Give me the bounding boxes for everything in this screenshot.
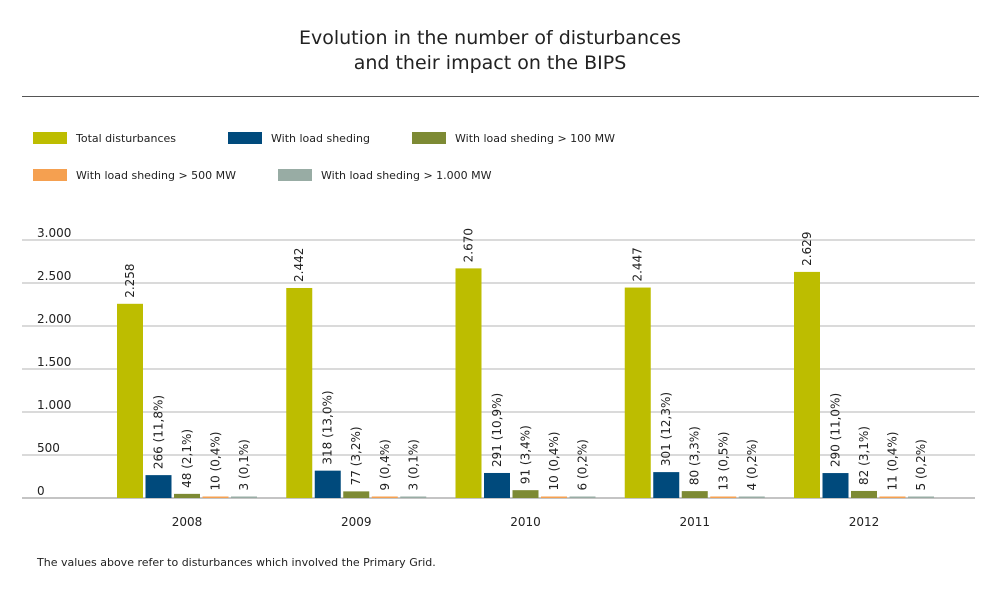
- bar: [286, 287, 313, 498]
- data-label: 10 (0,4%): [547, 432, 561, 491]
- legend-swatch-100mw: [412, 132, 446, 144]
- legend-swatch-1000mw: [278, 169, 312, 181]
- bar: [343, 491, 370, 498]
- bar: [371, 496, 398, 498]
- data-label: 77 (3,2%): [349, 426, 363, 485]
- bar: [541, 496, 567, 498]
- legend-item-1000mw: With load sheding > 1.000 MW: [278, 168, 492, 182]
- chart-title: Evolution in the number of disturbances …: [0, 26, 980, 76]
- y-tick-label: 3.000: [37, 226, 71, 240]
- bar: [400, 496, 427, 498]
- x-tick-label: 2010: [510, 515, 541, 529]
- data-label: 13 (0,5%): [716, 432, 730, 491]
- y-tick-label: 1.000: [37, 398, 71, 412]
- data-label: 2.670: [462, 228, 476, 262]
- bar: [738, 496, 765, 498]
- bar: [624, 287, 651, 498]
- x-tick-label: 2012: [849, 515, 880, 529]
- data-label: 318 (13,0%): [321, 390, 335, 464]
- data-label: 2.442: [292, 248, 306, 282]
- data-label: 291 (10,9%): [490, 393, 504, 467]
- footnote: The values above refer to disturbances w…: [37, 556, 436, 569]
- data-label: 48 (2,1%): [180, 429, 194, 488]
- bar: [710, 496, 737, 498]
- bar: [512, 490, 539, 498]
- data-label: 6 (0,2%): [576, 439, 590, 490]
- data-label: 11 (0,4%): [886, 432, 900, 491]
- chart-title-line-2: and their impact on the BIPS: [353, 52, 627, 74]
- y-tick-label: 2.000: [37, 312, 71, 326]
- data-label: 10 (0,4%): [209, 432, 223, 491]
- data-label: 9 (0,4%): [378, 439, 392, 490]
- legend-swatch-load-sheding: [228, 132, 262, 144]
- y-tick-label: 0: [37, 484, 45, 498]
- data-label: 2.447: [631, 247, 645, 281]
- bar: [174, 493, 200, 498]
- data-label: 4 (0,2%): [745, 439, 759, 490]
- data-label: 2.629: [800, 232, 814, 266]
- data-label: 82 (3,1%): [857, 426, 871, 485]
- bar: [484, 472, 510, 498]
- legend-label-100mw: With load sheding > 100 MW: [455, 131, 616, 145]
- data-label: 2.258: [123, 263, 137, 297]
- x-tick-label: 2011: [679, 515, 710, 529]
- data-label: 3 (0,1%): [237, 439, 251, 490]
- bar: [202, 496, 229, 498]
- bar: [117, 303, 143, 498]
- data-label: 301 (12,3%): [659, 392, 673, 466]
- bar: [851, 490, 877, 498]
- legend-item-load-sheding: With load sheding: [228, 131, 370, 145]
- bar: [569, 496, 596, 498]
- x-tick-label: 2009: [341, 515, 372, 529]
- bar: [231, 496, 257, 498]
- legend-label-load-sheding: With load sheding: [271, 131, 370, 145]
- title-divider: [22, 96, 979, 97]
- legend-swatch-total: [33, 132, 67, 144]
- y-tick-label: 2.500: [37, 269, 71, 283]
- bar: [879, 496, 906, 498]
- x-tick-label: 2008: [172, 515, 203, 529]
- data-label: 5 (0,2%): [914, 439, 928, 490]
- bar: [794, 271, 820, 498]
- legend-label-500mw: With load sheding > 500 MW: [76, 168, 237, 182]
- bar: [455, 268, 482, 498]
- data-label: 266 (11,8%): [152, 395, 166, 469]
- chart-title-line-1: Evolution in the number of disturbances: [298, 27, 682, 49]
- bar: [653, 472, 680, 498]
- data-label: 290 (11,0%): [829, 393, 843, 467]
- bar: [314, 470, 341, 498]
- y-tick-label: 1.500: [37, 355, 71, 369]
- legend-swatch-500mw: [33, 169, 67, 181]
- legend-item-total: Total disturbances: [33, 131, 176, 145]
- data-label: 3 (0,1%): [406, 439, 420, 490]
- bar: [908, 496, 934, 498]
- bar: [822, 473, 849, 498]
- data-label: 80 (3,3%): [688, 426, 702, 485]
- data-label: 91 (3,4%): [519, 425, 533, 484]
- legend-item-100mw: With load sheding > 100 MW: [412, 131, 615, 145]
- bar: [681, 491, 708, 498]
- legend-label-total: Total disturbances: [76, 131, 177, 145]
- legend-item-500mw: With load sheding > 500 MW: [33, 168, 236, 182]
- legend-label-1000mw: With load sheding > 1.000 MW: [321, 168, 492, 182]
- y-tick-label: 500: [37, 441, 60, 455]
- bar: [145, 475, 172, 498]
